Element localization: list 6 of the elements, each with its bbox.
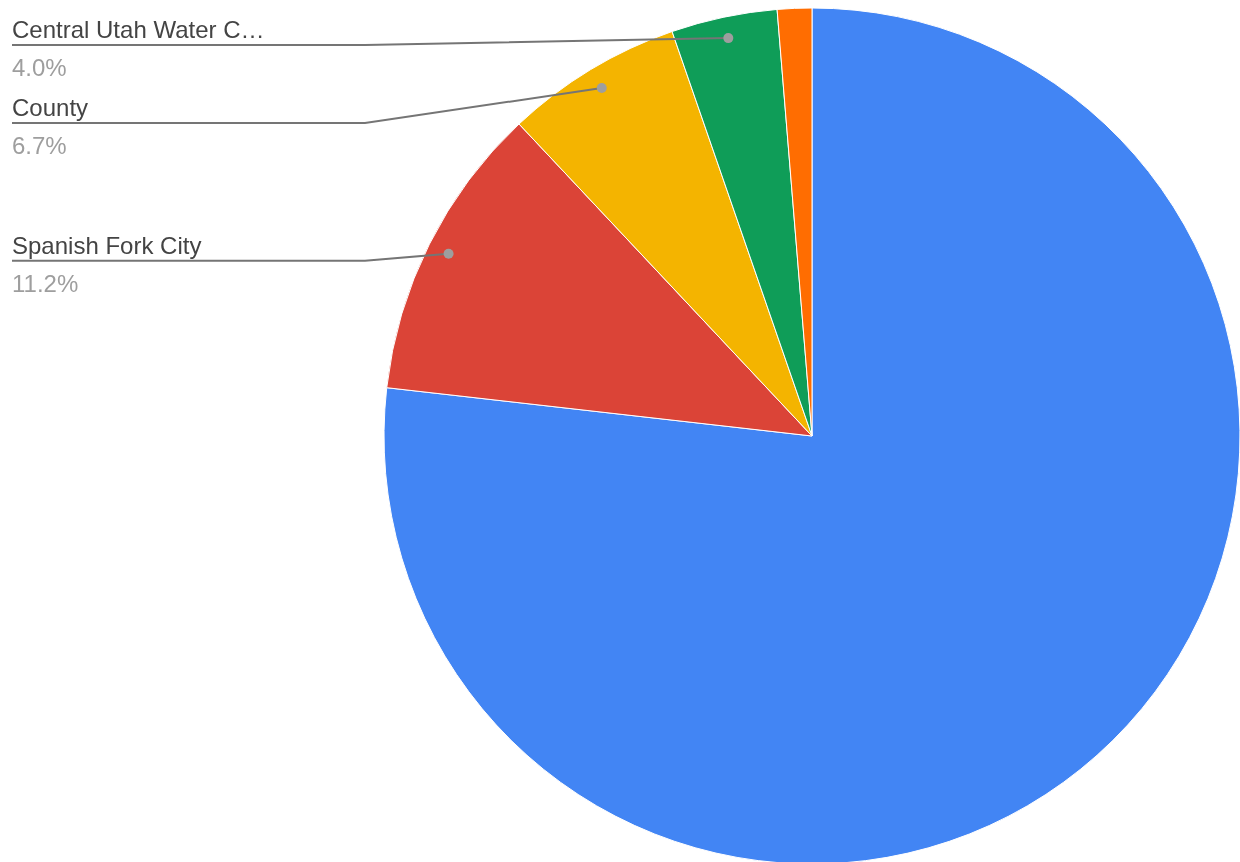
data-label: 11.2% bbox=[12, 269, 79, 297]
data-label: 4.0% bbox=[12, 54, 67, 82]
slice-label: Spanish Fork City bbox=[12, 231, 202, 259]
slice-label: Central Utah Water C… bbox=[12, 16, 265, 44]
data-label: 6.7% bbox=[12, 132, 67, 160]
slice-label: County bbox=[12, 94, 89, 122]
